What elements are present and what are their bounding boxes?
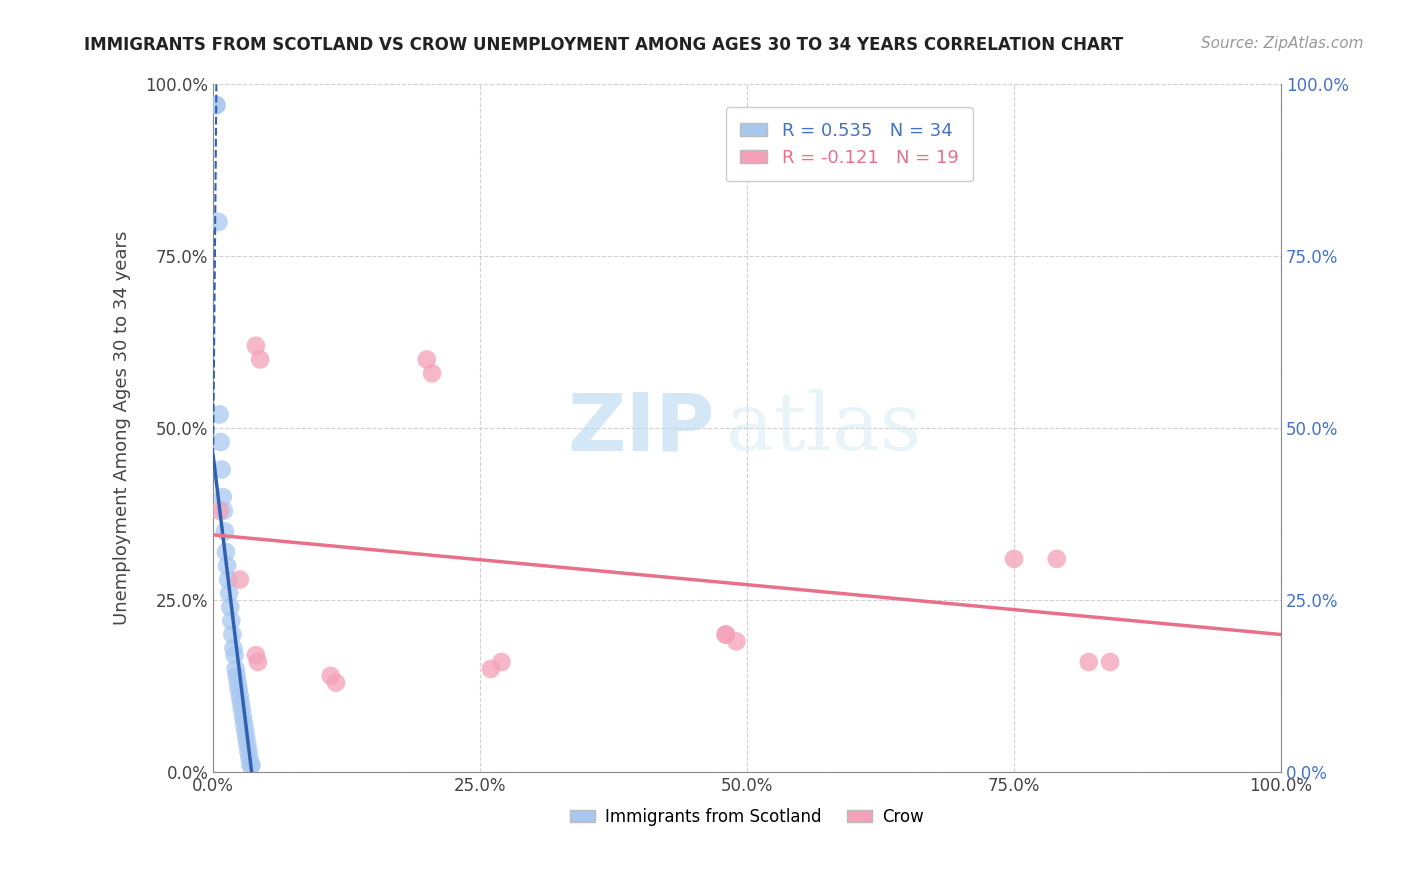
Point: [229, 573, 252, 587]
Point: [207, 215, 229, 229]
Text: ZIP: ZIP: [568, 389, 716, 467]
Point: [209, 435, 232, 450]
Point: [215, 558, 238, 573]
Point: [233, 717, 256, 731]
Point: [225, 662, 247, 676]
Point: [212, 504, 235, 518]
Point: [1099, 655, 1122, 669]
Point: [211, 490, 233, 504]
Point: [491, 655, 513, 669]
Point: [219, 600, 242, 615]
Point: [238, 744, 260, 758]
Point: [235, 731, 257, 745]
Point: [224, 648, 246, 662]
Point: [245, 648, 267, 662]
Point: [231, 703, 253, 717]
Point: [226, 675, 249, 690]
Legend: Immigrants from Scotland, Crow: Immigrants from Scotland, Crow: [564, 801, 931, 832]
Point: [714, 627, 737, 641]
Point: [228, 682, 250, 697]
Point: [714, 627, 737, 641]
Point: [232, 710, 254, 724]
Point: [229, 690, 252, 704]
Point: [247, 655, 270, 669]
Point: [725, 634, 748, 648]
Point: [479, 662, 502, 676]
Point: [416, 352, 439, 367]
Point: [236, 738, 259, 752]
Point: [221, 627, 243, 641]
Point: [233, 723, 256, 738]
Text: atlas: atlas: [725, 389, 921, 467]
Text: Source: ZipAtlas.com: Source: ZipAtlas.com: [1201, 36, 1364, 51]
Point: [420, 366, 443, 380]
Point: [1046, 552, 1069, 566]
Point: [208, 504, 231, 518]
Point: [225, 669, 247, 683]
Point: [214, 524, 236, 539]
Point: [221, 614, 243, 628]
Point: [245, 339, 267, 353]
Point: [1002, 552, 1025, 566]
Point: [1077, 655, 1099, 669]
Point: [222, 641, 245, 656]
Y-axis label: Unemployment Among Ages 30 to 34 years: Unemployment Among Ages 30 to 34 years: [114, 231, 131, 625]
Point: [205, 98, 228, 112]
Point: [325, 675, 347, 690]
Point: [238, 751, 260, 765]
Point: [319, 669, 342, 683]
Point: [217, 573, 239, 587]
Point: [229, 696, 252, 710]
Point: [249, 352, 271, 367]
Point: [211, 462, 233, 476]
Point: [205, 98, 228, 112]
Point: [218, 586, 240, 600]
Point: [240, 758, 263, 772]
Point: [239, 758, 262, 772]
Point: [215, 545, 238, 559]
Point: [208, 408, 231, 422]
Text: IMMIGRANTS FROM SCOTLAND VS CROW UNEMPLOYMENT AMONG AGES 30 TO 34 YEARS CORRELAT: IMMIGRANTS FROM SCOTLAND VS CROW UNEMPLO…: [84, 36, 1123, 54]
